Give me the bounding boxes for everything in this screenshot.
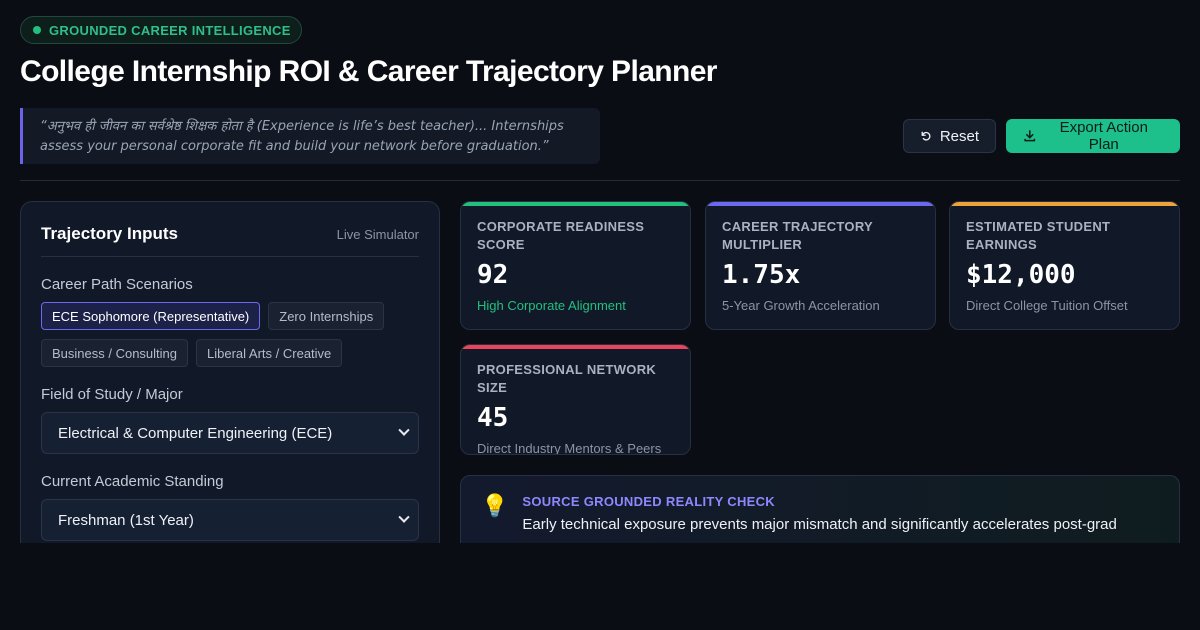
metric-value: 45: [477, 403, 509, 433]
metric-subtext: Direct College Tuition Offset: [966, 298, 1128, 313]
metric-label: PROFESSIONAL NETWORK SIZE: [477, 362, 657, 395]
metric-subtext: High Corporate Alignment: [477, 298, 626, 313]
metric-value: $12,000: [966, 260, 1076, 290]
standing-label: Current Academic Standing: [41, 473, 224, 490]
metric-card-multiplier: CAREER TRAJECTORY MULTIPLIER 1.75x 5-Yea…: [705, 201, 936, 330]
major-select[interactable]: Electrical & Computer Engineering (ECE): [41, 412, 419, 454]
card-accent-bar: [950, 202, 1179, 206]
major-value: Electrical & Computer Engineering (ECE): [58, 424, 333, 442]
panel-header: Trajectory Inputs Live Simulator: [41, 224, 419, 257]
chevron-down-icon: [398, 424, 410, 436]
panel-title: Trajectory Inputs: [41, 224, 178, 243]
header-actions: Reset Export Action Plan: [903, 119, 1180, 153]
reset-icon: [921, 131, 931, 141]
scenario-chip-ece-sophomore[interactable]: ECE Sophomore (Representative): [41, 302, 261, 330]
metric-label: CORPORATE READINESS SCORE: [477, 219, 645, 252]
scenario-chip-business-consulting[interactable]: Business / Consulting: [41, 339, 189, 367]
status-dot-icon: [33, 26, 41, 34]
lightbulb-icon: 💡: [481, 493, 509, 518]
card-accent-bar: [461, 345, 690, 349]
live-simulator-tag: Live Simulator: [336, 227, 419, 242]
reality-check-title: SOURCE GROUNDED REALITY CHECK: [522, 494, 775, 509]
scenario-chips: ECE Sophomore (Representative) Zero Inte…: [41, 302, 419, 367]
reality-check-text: Early technical exposure prevents major …: [522, 516, 1117, 533]
major-label: Field of Study / Major: [41, 386, 183, 403]
metric-label: ESTIMATED STUDENT EARNINGS: [966, 219, 1111, 252]
chevron-down-icon: [398, 511, 410, 523]
metric-subtext: Direct Industry Mentors & Peers: [477, 441, 662, 455]
standing-value: Freshman (1st Year): [58, 511, 194, 529]
intelligence-badge: GROUNDED CAREER INTELLIGENCE: [20, 16, 302, 44]
card-accent-bar: [461, 202, 690, 206]
scenario-chip-zero-internships[interactable]: Zero Internships: [268, 302, 385, 330]
card-accent-bar: [706, 202, 935, 206]
metric-subtext: 5-Year Growth Acceleration: [722, 298, 880, 313]
export-label: Export Action Plan: [1059, 119, 1148, 153]
quote-callout: “अनुभव ही जीवन का सर्वश्रेष्ठ शिक्षक होत…: [20, 108, 600, 164]
page: GROUNDED CAREER INTELLIGENCE College Int…: [20, 16, 1180, 543]
metric-value: 1.75x: [722, 260, 801, 290]
download-icon: [1024, 130, 1036, 142]
metric-card-network: PROFESSIONAL NETWORK SIZE 45 Direct Indu…: [460, 344, 691, 455]
metric-label: CAREER TRAJECTORY MULTIPLIER: [722, 219, 873, 252]
export-action-plan-button[interactable]: Export Action Plan: [1006, 119, 1180, 153]
trajectory-inputs-panel: Trajectory Inputs Live Simulator Career …: [20, 201, 440, 543]
metric-card-earnings: ESTIMATED STUDENT EARNINGS $12,000 Direc…: [949, 201, 1180, 330]
reset-label: Reset: [939, 127, 979, 145]
reality-check-body: SOURCE GROUNDED REALITY CHECK Early tech…: [522, 492, 1116, 543]
quote-row: “अनुभव ही जीवन का सर्वश्रेष्ठ शिक्षक होत…: [20, 108, 1180, 164]
header-divider: [20, 180, 1180, 181]
metric-value: 92: [477, 260, 509, 290]
scenarios-label: Career Path Scenarios: [41, 276, 193, 293]
metric-card-readiness: CORPORATE READINESS SCORE 92 High Corpor…: [460, 201, 691, 330]
standing-select[interactable]: Freshman (1st Year): [41, 499, 419, 541]
page-title: College Internship ROI & Career Trajecto…: [20, 55, 717, 88]
reality-check-callout: 💡 SOURCE GROUNDED REALITY CHECK Early te…: [460, 475, 1180, 543]
scenario-chip-liberal-arts[interactable]: Liberal Arts / Creative: [196, 339, 343, 367]
badge-label: GROUNDED CAREER INTELLIGENCE: [49, 22, 291, 38]
reset-button[interactable]: Reset: [903, 119, 996, 153]
